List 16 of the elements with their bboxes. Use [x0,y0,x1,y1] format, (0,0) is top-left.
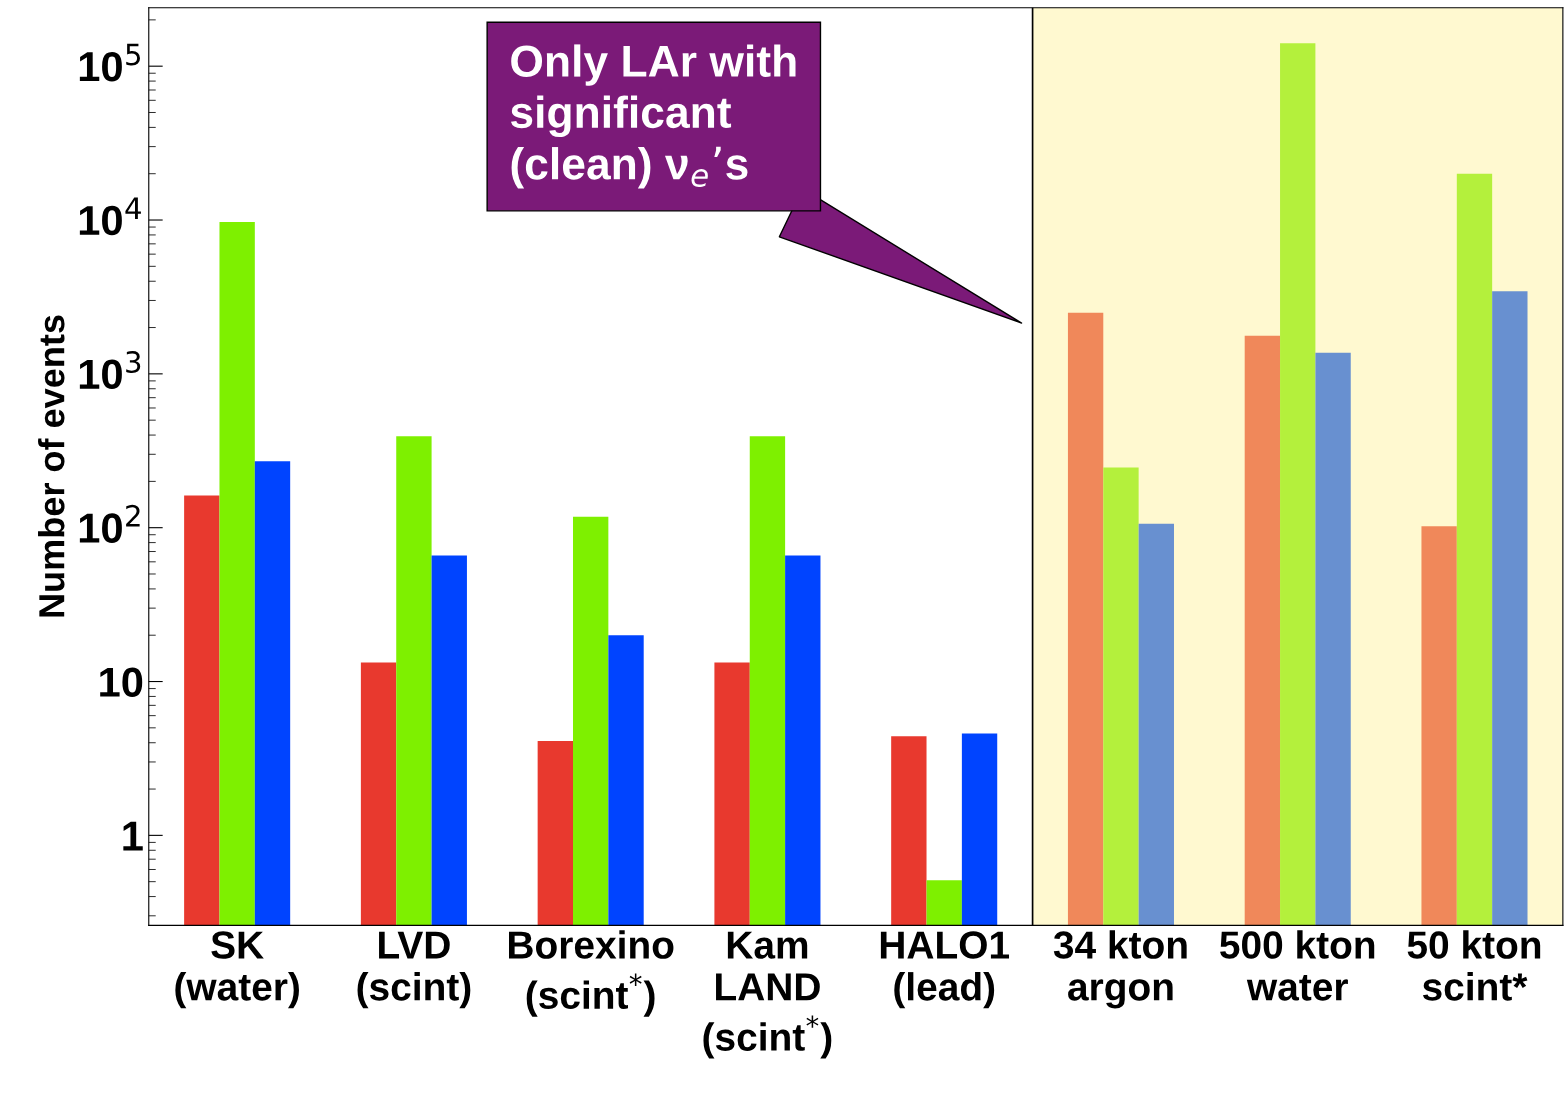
y-tick-label: 10$^{2}$ [79,504,140,543]
x-tick-label: Borexino (scint$^{*}$) [509,930,674,1017]
x-tick-label: HALO1 (lead) [880,931,1010,1009]
x-tick-label: LVD (scint) [357,931,471,1009]
y-tick-label: 10$^{5}$ [79,43,140,82]
y-tick-label: 10$^{3}$ [79,351,141,390]
x-tick-label: SK (water) [175,931,299,1009]
x-tick-label: 34 kton argon [1053,930,1187,1009]
x-tick-label: Kam LAND (scint$^{*}$) [703,931,832,1059]
y-tick-label: 10 [100,667,143,698]
y-tick-label: 1 [123,821,143,851]
y-tick-label: 10$^{4}$ [79,197,141,236]
y-axis-title: Number of events [38,315,65,617]
x-tick-label: 50 kton scint* [1407,930,1541,1001]
annotation: Only LAr with significant (clean) ν$_{e}$’s [510,44,796,189]
x-tick-label: 500 kton water [1220,930,1375,1001]
